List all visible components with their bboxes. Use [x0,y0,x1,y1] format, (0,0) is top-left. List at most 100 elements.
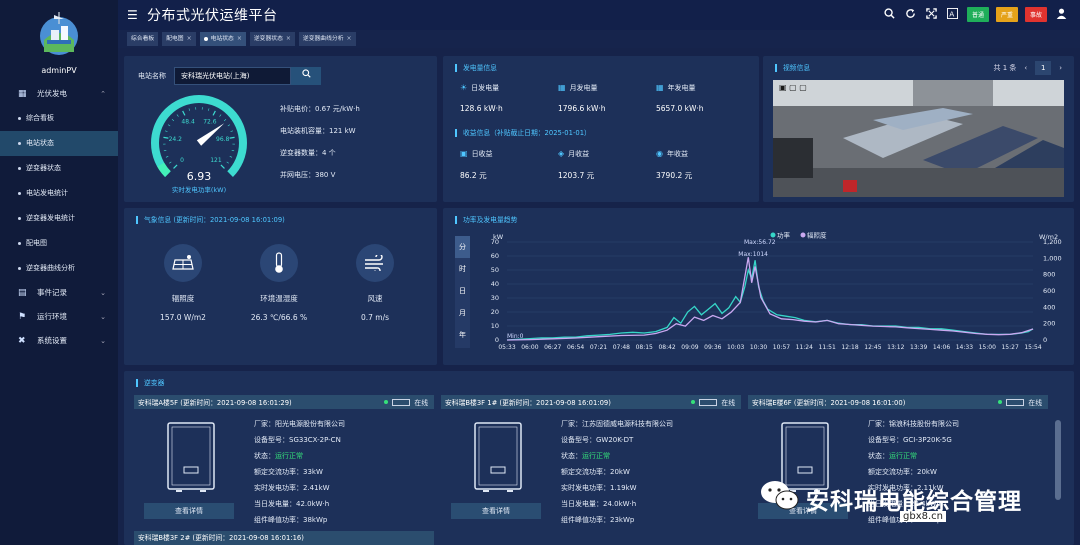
station-select-input[interactable] [174,67,291,85]
inverter-field: 组件峰值功率：23kWp [561,515,634,525]
inverter-status: 在线 [998,397,1042,407]
station-search-button[interactable] [291,67,321,85]
field-value: 42.0kW·h [296,500,330,508]
tab-2[interactable]: 电站状态 × [199,32,246,46]
pager-next-icon[interactable]: › [1059,64,1062,72]
chart-annotation-0: Max:56.72 [744,239,776,246]
y-right-tick: 0 [1043,336,1047,344]
x-tick: 13:39 [910,344,927,351]
pager-page[interactable]: 1 [1035,61,1052,75]
field-label: 额定交流功率： [868,468,917,476]
sidebar-item-6[interactable]: 逆变器曲线分析 [0,256,118,281]
wind-icon [356,244,394,282]
video-total: 共 1 条 [993,64,1017,72]
inverter-header[interactable]: 安科瑞A楼5F (更新时间：2021-09-08 16:01:29) 在线 [134,395,434,409]
gauge-tick [176,114,179,117]
stat-generation.items-0: ☀ 日发电量 128.6 kW·h [460,83,503,113]
chart-annotation-2: Min:0 [507,333,524,340]
period-tab-0[interactable]: 分 [455,236,470,258]
nav-group-2[interactable]: ⚑ 运行环境 ⌄ [0,305,118,329]
user-name: adminPV [41,66,77,75]
weather-item-1: 环境温湿度 26.3 ℃/66.6 % [234,244,324,322]
gauge-tick [165,130,168,132]
period-tab-2[interactable]: 日 [459,287,466,295]
menu-toggle-icon[interactable]: ☰ [127,8,138,22]
alarm-badge-1[interactable]: 严重 [995,7,1018,22]
stat-value: 128.6 kW·h [460,104,503,113]
user-icon[interactable] [1054,8,1068,22]
inverter-detail-button[interactable]: 查看详情 [451,503,541,519]
field-label: 状态： [561,452,582,460]
fullscreen-icon[interactable] [925,7,939,22]
nav-group-label: 事件记录 [37,288,67,297]
search-icon[interactable] [883,7,897,22]
close-icon[interactable]: × [236,35,242,42]
tab-0[interactable]: 综合看板 [127,32,159,46]
field-label: 组件峰值功率： [868,516,917,524]
coins-icon: ◉ [656,149,663,158]
next-inverter-header[interactable]: 安科瑞B楼3F 2# (更新时间：2021-09-08 16:01:16) [134,531,434,545]
sidebar-item-2[interactable]: 逆变器状态 [0,156,118,181]
inverter-detail-button[interactable]: 查看详情 [144,503,234,519]
inverter-header-text: 安科瑞E楼6F (更新时间：2021-09-08 16:01:00) [752,399,906,407]
x-tick: 08:15 [636,344,653,351]
alarm-badge-0[interactable]: 普通 [966,7,989,22]
video-title: 视频信息 [775,64,810,72]
video-frame[interactable]: ▣ ▢ ▢ [773,80,1064,197]
close-icon[interactable]: × [285,35,291,42]
field-label: 实时发电功率： [254,484,303,492]
close-icon[interactable]: × [186,35,192,42]
refresh-icon[interactable] [904,8,918,22]
field-value: 20kW [917,468,937,476]
legend-label-1: 辐照度 [807,231,827,240]
station-panel: 电站名称 0 24.2 48.4 72.6 96.8 121 6.93 实时发电功率(kW… [124,56,437,202]
inverter-field: 状态：运行正常 [254,451,303,461]
gauge-tick [226,161,229,164]
station-info-line: 逆变器数量：4 个 [280,149,336,157]
watermark-site: gbx8.cn [900,511,946,522]
nav-group-0[interactable]: ▦ 光伏发电 ⌃ [0,82,118,106]
period-tab-4[interactable]: 年 [459,331,466,339]
search-icon [301,69,311,78]
stat-value: 3790.2 元 [656,171,693,180]
y-right-tick: 400 [1043,303,1055,311]
grid-icon: ▦ [18,89,27,99]
field-value: 运行正常 [889,452,917,460]
tab-1[interactable]: 配电图 × [162,32,196,46]
weather-title: 气象信息 (更新时间：2021-09-08 16:01:09) [136,216,285,224]
battery-icon [699,398,718,406]
sidebar-item-0[interactable]: 综合看板 [0,106,118,131]
tab-label: 电站状态 [210,36,234,42]
y-right-tick: 1,200 [1043,238,1062,246]
inverter-header[interactable]: 安科瑞E楼6F (更新时间：2021-09-08 16:01:00) 在线 [748,395,1048,409]
pager-prev-icon[interactable]: ‹ [1024,64,1028,72]
sidebar-item-5[interactable]: 配电图 [0,231,118,256]
x-tick: 15:54 [1024,344,1041,351]
tab-4[interactable]: 逆变器曲线分析 × [298,32,356,46]
inverter-scrollbar[interactable] [1055,420,1061,500]
x-tick: 09:36 [704,344,721,351]
tab-3[interactable]: 逆变器状态 × [249,32,295,46]
inverter-field: 组件峰值功率：38kWp [254,515,327,525]
sidebar-item-3[interactable]: 电站发电统计 [0,181,118,206]
video-pager: 共 1 条 ‹ 1 › [993,61,1062,75]
alarm-badge-2[interactable]: 事故 [1024,7,1047,22]
field-label: 额定交流功率： [561,468,610,476]
status-label: 在线 [721,399,735,407]
y-left-tick: 20 [491,308,499,316]
close-icon[interactable]: × [346,35,352,42]
sidebar-item-4[interactable]: 逆变器发电统计 [0,206,118,231]
trend-panel: 功率及发电量趋势 分时日月年 0 10 20 30 40 50 60 70 0 200 400 600… [443,208,1074,365]
field-value: 2.41kW [303,484,330,492]
sidebar-item-1[interactable]: 电站状态 [0,131,118,156]
nav-group-1[interactable]: ▤ 事件记录 ⌄ [0,281,118,305]
nav-group-3[interactable]: ✖ 系统设置 ⌄ [0,329,118,353]
y-right-tick: 800 [1043,271,1055,279]
period-tab-1[interactable]: 时 [459,265,466,273]
inverter-header[interactable]: 安科瑞B楼3F 1# (更新时间：2021-09-08 16:01:09) 在线 [441,395,741,409]
x-tick: 14:33 [956,344,973,351]
x-tick: 09:09 [681,344,698,351]
brand-logo-icon [40,12,78,55]
period-tab-3[interactable]: 月 [459,309,466,317]
font-icon[interactable]: A [946,7,960,22]
